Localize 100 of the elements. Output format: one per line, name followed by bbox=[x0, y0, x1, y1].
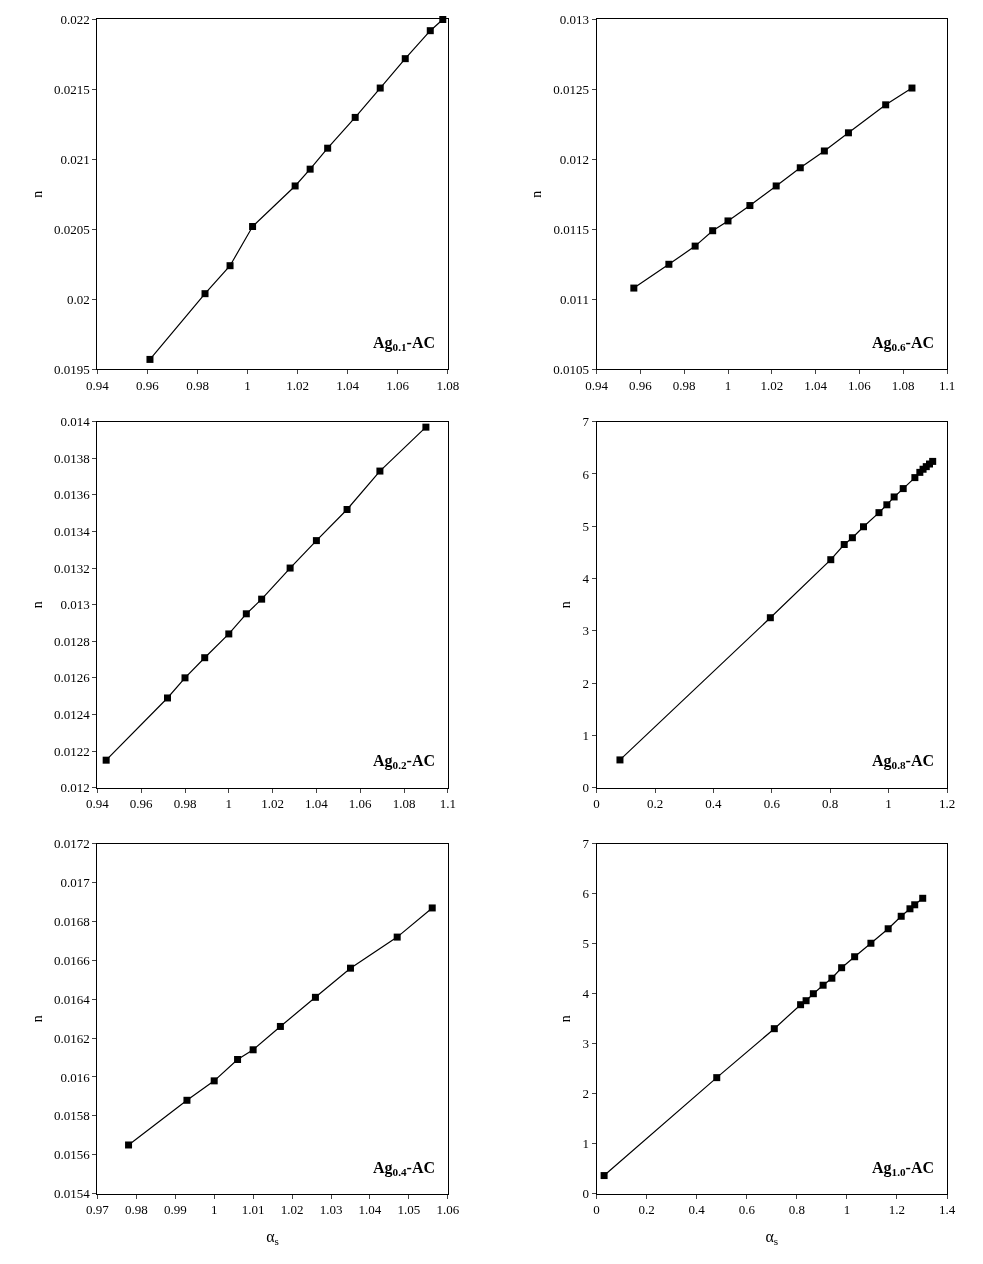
point bbox=[426, 27, 434, 35]
y-tick-label: 6 bbox=[582, 466, 590, 482]
point bbox=[276, 1022, 284, 1030]
point bbox=[393, 933, 401, 941]
x-tick-label: 1.08 bbox=[392, 796, 416, 812]
x-tick-label: 1.1 bbox=[938, 377, 956, 393]
y-tick-label: 0.012 bbox=[60, 780, 90, 796]
y-tick-label: 0.0138 bbox=[53, 450, 90, 466]
annotation: Ag$_{0.8}$-AC bbox=[872, 752, 934, 772]
x-tick-label: 1.04 bbox=[358, 1202, 382, 1218]
x-tick-label: 1 bbox=[210, 1202, 218, 1218]
x-tick-label: 0.8 bbox=[788, 1202, 805, 1218]
y-tick-label: 1 bbox=[582, 727, 589, 743]
y-tick-label: 0.0136 bbox=[53, 487, 91, 503]
point bbox=[838, 964, 846, 972]
point bbox=[311, 993, 319, 1001]
x-tick-label: 1.1 bbox=[439, 796, 456, 812]
point bbox=[709, 227, 717, 235]
y-tick-label: 0.0124 bbox=[53, 706, 91, 722]
point bbox=[225, 630, 233, 638]
y-tick-label: 0.016 bbox=[60, 1069, 91, 1085]
x-tick-label: 1.05 bbox=[397, 1202, 421, 1218]
point bbox=[867, 939, 875, 947]
x-tick-label: 0.98 bbox=[124, 1202, 148, 1218]
y-tick-label: 0.0205 bbox=[53, 221, 90, 237]
x-tick-label: 0.97 bbox=[86, 1202, 110, 1218]
y-tick-label: 0.0162 bbox=[53, 1030, 90, 1046]
point bbox=[911, 901, 919, 909]
point bbox=[286, 564, 294, 572]
point bbox=[210, 1077, 218, 1085]
y-tick-label: 0.0115 bbox=[553, 221, 589, 237]
annotation: Ag$_{1.0}$-AC bbox=[872, 1159, 934, 1179]
y-tick-label: 0.021 bbox=[60, 151, 90, 167]
y-tick-label: 2 bbox=[582, 1086, 589, 1102]
point bbox=[351, 113, 359, 121]
y-tick-label: 0.0128 bbox=[53, 633, 90, 649]
point bbox=[890, 493, 898, 501]
y-axis-title: n bbox=[558, 1015, 573, 1023]
point bbox=[875, 509, 883, 517]
y-tick-label: 0.0134 bbox=[53, 524, 91, 540]
point bbox=[163, 694, 171, 702]
y-tick-label: 0.0126 bbox=[53, 670, 91, 686]
x-tick-label: 1.06 bbox=[848, 377, 872, 393]
point bbox=[125, 1141, 133, 1149]
point bbox=[766, 614, 774, 622]
y-tick-label: 0.0195 bbox=[53, 361, 90, 377]
x-tick-label: 0.96 bbox=[136, 377, 160, 393]
point bbox=[324, 144, 332, 152]
y-tick-label: 0.013 bbox=[60, 597, 90, 613]
x-tick-label: 1 bbox=[724, 377, 732, 393]
point bbox=[343, 506, 351, 513]
y-tick-label: 0.0158 bbox=[53, 1108, 90, 1124]
point bbox=[422, 423, 430, 431]
point bbox=[929, 457, 937, 465]
x-tick-label: 1.08 bbox=[436, 377, 460, 393]
x-tick-label: 0 bbox=[593, 1202, 600, 1218]
point bbox=[897, 912, 905, 920]
point bbox=[291, 182, 299, 190]
y-axis-title: n bbox=[29, 1015, 45, 1023]
x-tick-label: 1 bbox=[885, 796, 892, 812]
point bbox=[201, 290, 209, 298]
point bbox=[809, 990, 817, 998]
x-tick-label: 1.02 bbox=[760, 377, 784, 393]
x-tick-label: 1.04 bbox=[305, 796, 329, 812]
annotation: Ag$_{0.4}$-AC bbox=[373, 1159, 435, 1179]
x-tick-label: 0.98 bbox=[672, 377, 696, 393]
y-tick-label: 1 bbox=[582, 1136, 589, 1152]
x-tick-label: 0.98 bbox=[173, 796, 197, 812]
x-tick-label: 0.96 bbox=[129, 796, 154, 812]
point bbox=[820, 147, 828, 155]
x-tick-label: 0.2 bbox=[646, 796, 664, 812]
x-axis-title: α$_{s}$ bbox=[266, 1227, 279, 1248]
annotation: Ag$_{0.6}$-AC bbox=[872, 334, 934, 354]
x-tick-label: 1.03 bbox=[319, 1202, 343, 1218]
x-tick-label: 0.98 bbox=[186, 377, 209, 393]
y-tick-label: 5 bbox=[582, 936, 589, 952]
x-tick-label: 0.6 bbox=[763, 796, 781, 812]
point bbox=[346, 964, 354, 972]
y-tick-label: 0.011 bbox=[560, 291, 589, 307]
point bbox=[401, 55, 409, 63]
point bbox=[249, 223, 257, 231]
y-tick-label: 0.012 bbox=[559, 151, 589, 167]
point bbox=[226, 262, 234, 270]
x-tick-label: 1.2 bbox=[938, 796, 956, 812]
x-tick-label: 0.96 bbox=[629, 377, 653, 393]
point bbox=[616, 756, 624, 764]
y-tick-label: 0.0125 bbox=[553, 81, 589, 97]
x-tick-label: 0.94 bbox=[86, 796, 110, 812]
y-tick-label: 0.013 bbox=[559, 12, 589, 28]
y-tick-label: 0.0164 bbox=[53, 991, 91, 1007]
point bbox=[181, 674, 189, 682]
x-axis-title: α$_{s}$ bbox=[765, 1227, 779, 1248]
y-tick-label: 4 bbox=[582, 571, 590, 587]
point bbox=[802, 997, 810, 1005]
x-tick-label: 1.02 bbox=[280, 1202, 304, 1218]
y-tick-label: 5 bbox=[582, 518, 589, 534]
point bbox=[844, 129, 852, 137]
x-tick-label: 0 bbox=[593, 796, 600, 812]
y-axis-title: n bbox=[29, 190, 45, 198]
point bbox=[102, 756, 110, 764]
